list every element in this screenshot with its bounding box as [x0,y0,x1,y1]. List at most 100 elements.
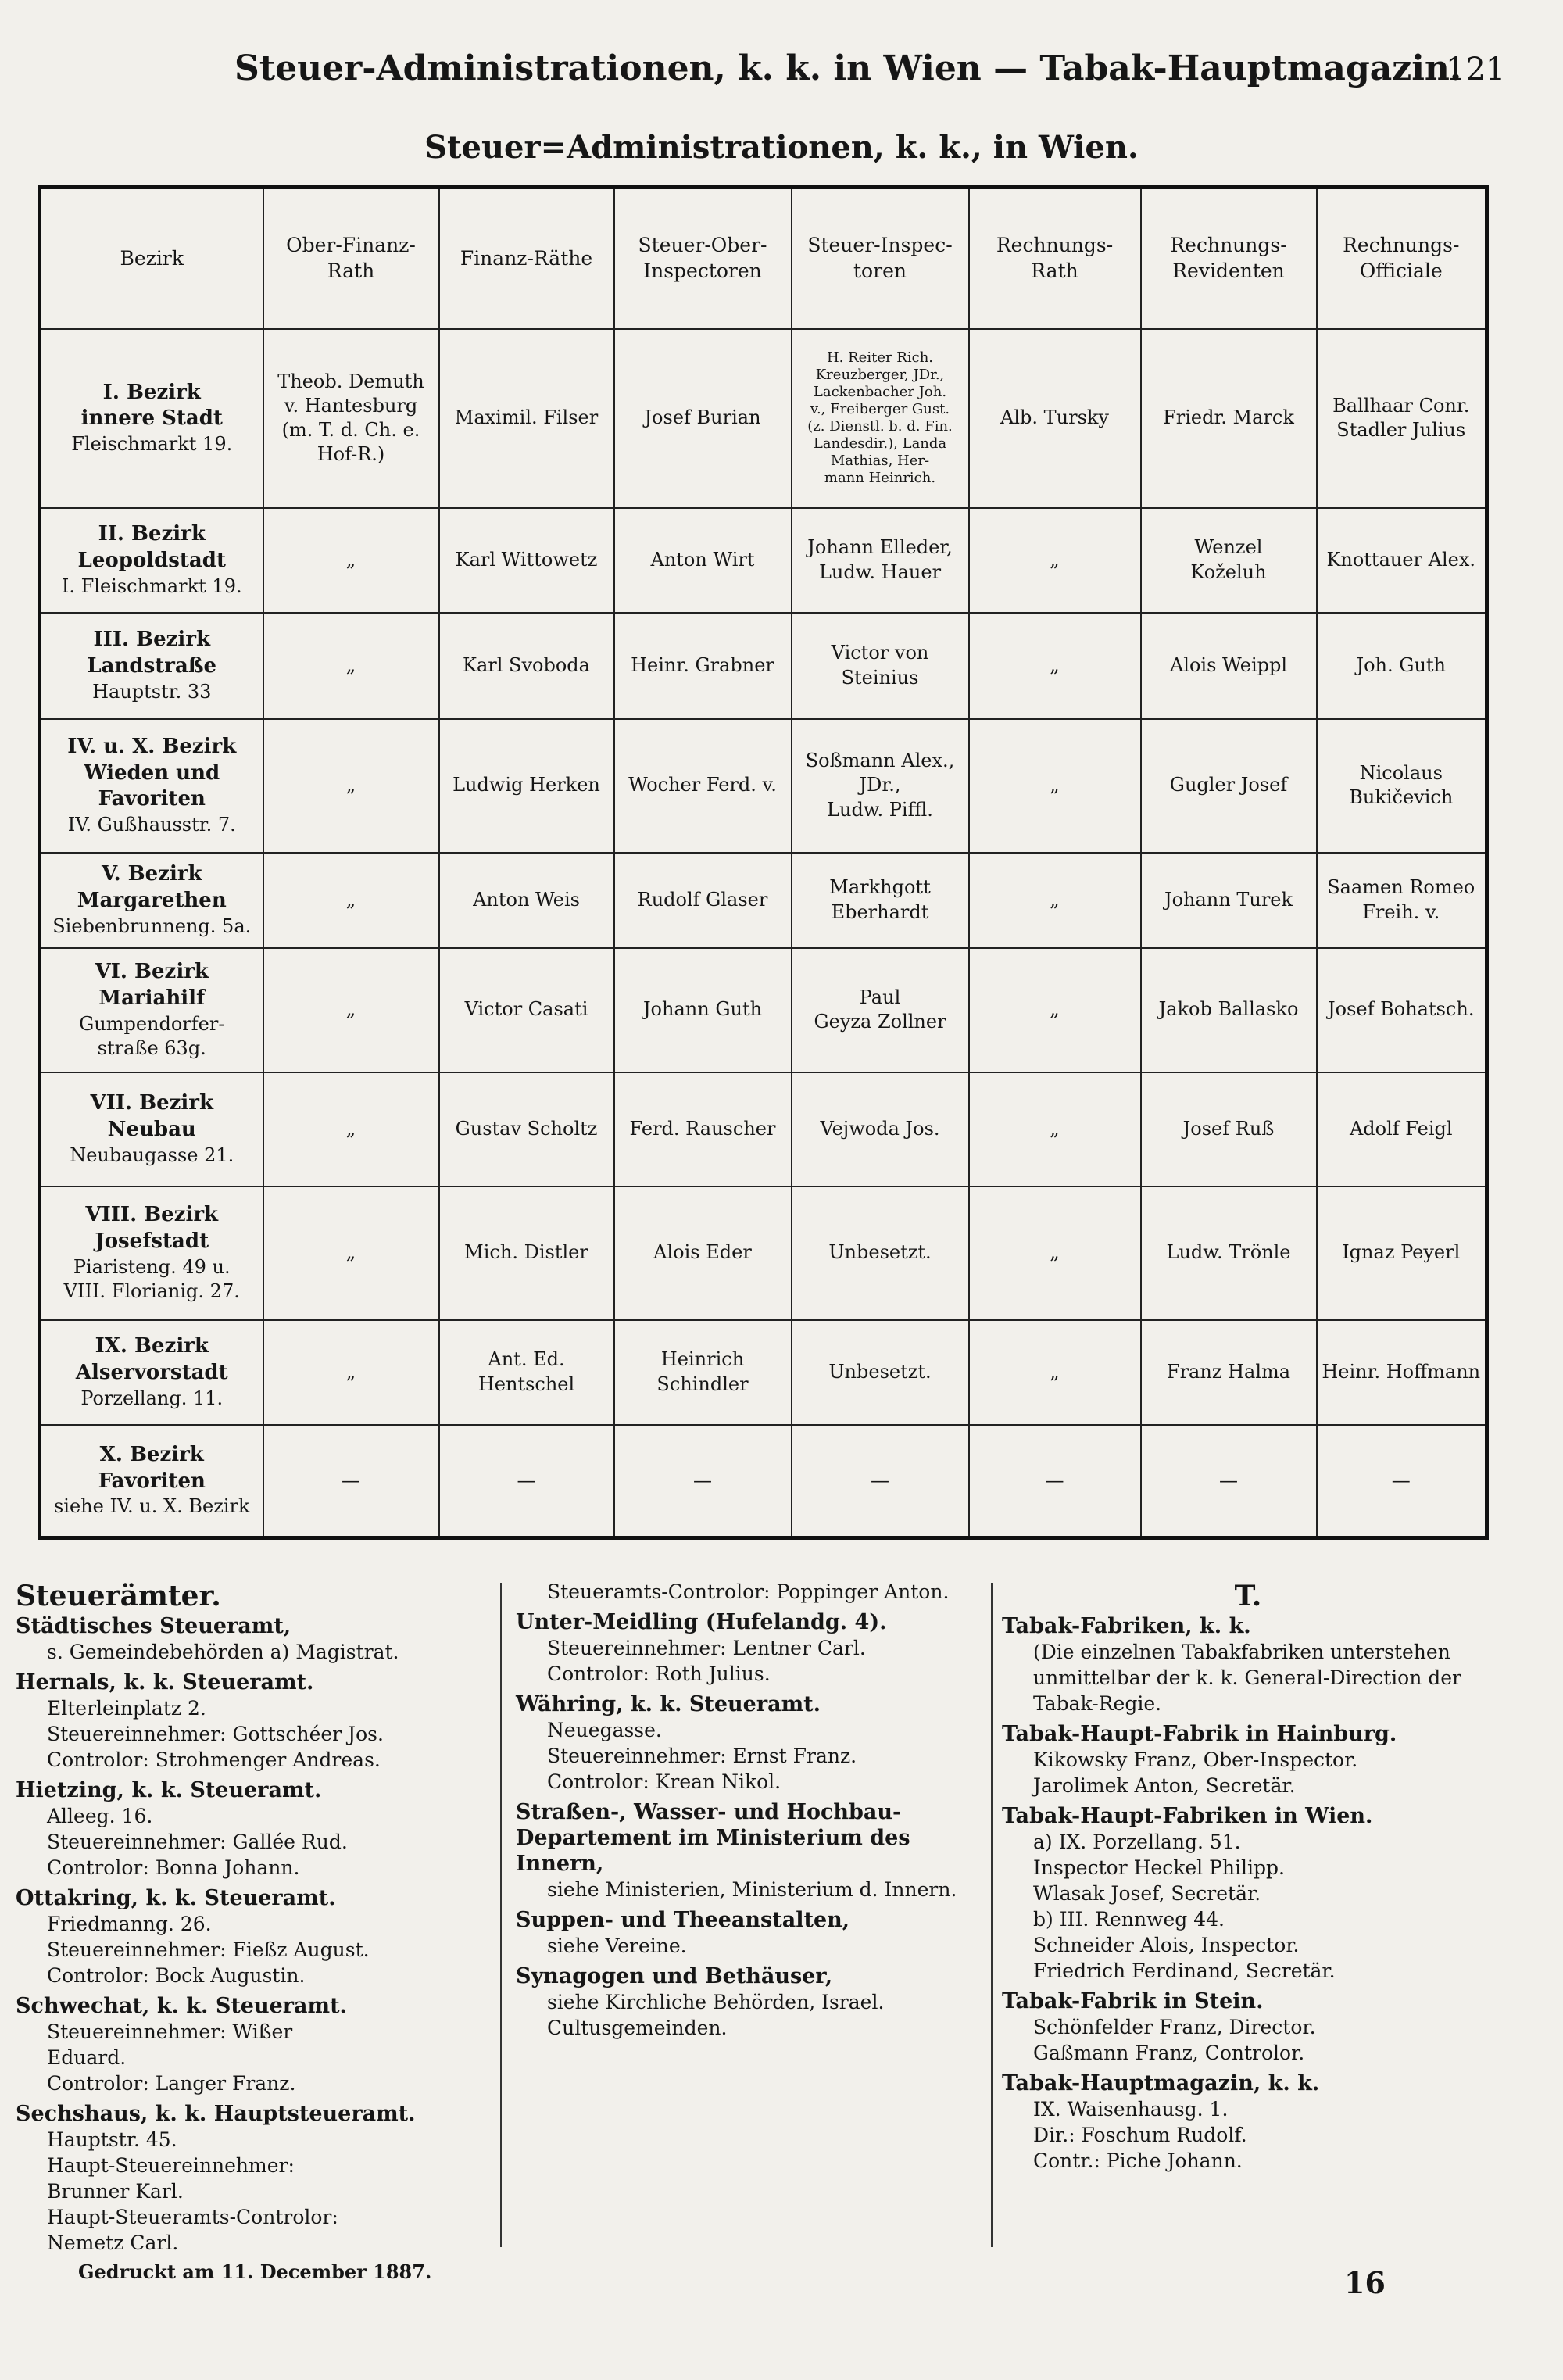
table-row: III. Bezirk Landstraße Hauptstr. 33 „ Karl … [38,611,1488,720]
table-cell: Anton Wirt [613,506,792,614]
entry-title: Tabak-Hauptmagazin, k. k. [1002,2071,1320,2095]
entry-title: Straßen-, Wasser- und Hochbau-Departemen… [516,1800,910,1876]
entry-title: Tabak-Fabriken, k. k. [1002,1614,1251,1638]
table-cell: Unbesetzt. [790,1319,970,1426]
column-header: Steuer-Inspec- toren [790,186,970,330]
entry-line: Hauptstr. 45. [47,2128,177,2151]
table-cell: „ [967,718,1142,854]
entry: Suppen- und Theeanstalten, siehe Vereine. [516,1907,985,1959]
entry-title: Städtisches Steueramt, [16,1614,291,1638]
table-cell: Friedr. Marck [1139,327,1318,509]
entry-title: Synagogen und Bethäuser, [516,1964,833,1988]
table-cell: Gugler Josef [1139,718,1318,854]
table-cell: Nicolaus Bukičevich [1315,718,1488,854]
district-cell: X. Bezirk Favoriten siehe IV. u. X. Bezir… [38,1423,264,1539]
column-header: Bezirk [38,186,264,330]
district-cell: II. Bezirk Leopoldstadt I. Fleischmarkt 1… [38,506,264,614]
entry-line: (Die einzelnen Tabakfabriken unterstehen… [1033,1641,1462,1715]
table-cell: Ferd. Rauscher [613,1071,792,1187]
district-name: I. Bezirk innere Stadt [80,380,223,431]
entry-title: Sechshaus, k. k. Hauptsteueramt. [16,2102,416,2126]
entry-title: Tabak-Fabrik in Stein. [1002,1989,1264,2013]
entry-line: Steuereinnehmer: Ernst Franz. [547,1745,857,1767]
table-row: X. Bezirk Favoriten siehe IV. u. X. Bezir… [38,1423,1488,1539]
table-cell: Soßmann Alex., JDr., Ludw. Piffl. [790,718,970,854]
entry-title: Hernals, k. k. Steueramt. [16,1670,314,1695]
entry-line: Steuereinnehmer: Fießz August. [47,1938,370,1961]
table-cell: Karl Wittowetz [438,506,615,614]
entry-line: Inspector Heckel Philipp. [1033,1856,1285,1879]
entry-line: Controlor: Langer Franz. [47,2072,296,2095]
entry-line: Haupt-Steuereinnehmer: [47,2154,295,2177]
table-cell: Heinr. Hoffmann [1315,1319,1488,1426]
table-cell: Karl Svoboda [438,611,615,720]
entry: Städtisches Steueramt, s. Gemeindebehörde… [16,1613,492,1665]
table-cell: — [438,1423,615,1539]
table-cell: Adolf Feigl [1315,1071,1488,1187]
column-header: Rechnungs- Rath [967,186,1142,330]
entry-title: Suppen- und Theeanstalten, [516,1908,850,1932]
column-header: Finanz-Räthe [438,186,615,330]
entry-title: Tabak-Haupt-Fabriken in Wien. [1002,1804,1373,1828]
table-row: IX. Bezirk Alservorstadt Porzellang. 11. „… [38,1319,1488,1426]
table-cell: Victor Casati [438,947,615,1073]
table-cell: Paul Geyza Zollner [790,947,970,1073]
table-cell: Gustav Scholtz [438,1071,615,1187]
table-cell: — [790,1423,970,1539]
entry-title: Hietzing, k. k. Steueramt. [16,1778,322,1802]
table-cell: Franz Halma [1139,1319,1318,1426]
column-header: Ober-Finanz- Rath [262,186,440,330]
entry-line: Neuegasse. [547,1719,662,1741]
table-cell: Johann Guth [613,947,792,1073]
entry-line: Contr.: Piche Johann. [1033,2149,1243,2172]
table-cell: „ [967,506,1142,614]
district-cell: VI. Bezirk Mariahilf Gumpendorfer- straße… [38,947,264,1073]
table-cell: Theob. Demuth v. Hantesburg (m. T. d. Ch… [262,327,440,509]
entry-line: Gaßmann Franz, Controlor. [1033,2042,1305,2064]
entry: Straßen-, Wasser- und Hochbau-Departemen… [516,1799,985,1902]
table-cell: H. Reiter Rich. Kreuzberger, JDr., Lacke… [790,327,970,509]
entry-line: Eduard. [47,2046,127,2069]
table-cell: „ [262,947,440,1073]
entry: Tabak-Haupt-Fabriken in Wien. a) IX. Porz… [1002,1803,1494,1984]
column-heading: T. [1234,1580,1262,1612]
entry-line: Friedmanng. 26. [47,1913,212,1935]
running-header: Steuer-Administrationen, k. k. in Wien —… [234,48,1462,88]
entry-line: Dir.: Foschum Rudolf. [1033,2124,1247,2146]
table-row: IV. u. X. Bezirk Wieden und Favoriten IV.… [38,718,1488,854]
table-cell: — [967,1423,1142,1539]
district-name: IV. u. X. Bezirk Wieden und Favoriten [67,734,237,811]
table-cell: „ [967,611,1142,720]
table-cell: „ [262,1185,440,1321]
district-address: siehe IV. u. X. Bezirk [53,1495,250,1518]
table-cell: Vejwoda Jos. [790,1071,970,1187]
table-cell: Mich. Distler [438,1185,615,1321]
district-name: III. Bezirk Landstraße [87,628,217,678]
table-row: VI. Bezirk Mariahilf Gumpendorfer- straße… [38,947,1488,1073]
entry-line: Steuereinnehmer: Wißer [47,2020,293,2043]
table-cell: Alois Eder [613,1185,792,1321]
column-rule [500,1583,502,2247]
district-address: Gumpendorfer- straße 63g. [79,1012,225,1059]
table-cell: „ [967,851,1142,949]
entry-line: b) III. Rennweg 44. [1033,1908,1225,1931]
table: Bezirk Ober-Finanz- Rath Finanz-Räthe Steue… [38,185,1489,1540]
district-cell: III. Bezirk Landstraße Hauptstr. 33 [38,611,264,720]
table-cell: Wocher Ferd. v. [613,718,792,854]
table-cell: — [1139,1423,1318,1539]
table-cell: „ [262,1071,440,1187]
table-cell: Johann Turek [1139,851,1318,949]
entry-line: Controlor: Krean Nikol. [547,1770,782,1793]
table-cell: Wenzel Koželuh [1139,506,1318,614]
entry-title: Tabak-Haupt-Fabrik in Hainburg. [1002,1722,1397,1746]
entry-line: Steuereinnehmer: Gallée Rud. [47,1831,348,1853]
entry: Ottakring, k. k. Steueramt. Friedmanng. 2… [16,1885,492,1988]
table-cell: „ [262,718,440,854]
entry-line: siehe Ministerien, Ministerium d. Innern… [547,1878,957,1901]
district-name: X. Bezirk Favoriten [98,1442,206,1493]
table-cell: Josef Ruß [1139,1071,1318,1187]
table-row: V. Bezirk Margarethen Siebenbrunneng. 5a.… [38,851,1488,949]
table-cell: „ [967,1071,1142,1187]
entry-line: Jarolimek Anton, Secretär. [1033,1774,1296,1797]
district-name: VIII. Bezirk Josefstadt [85,1203,219,1253]
